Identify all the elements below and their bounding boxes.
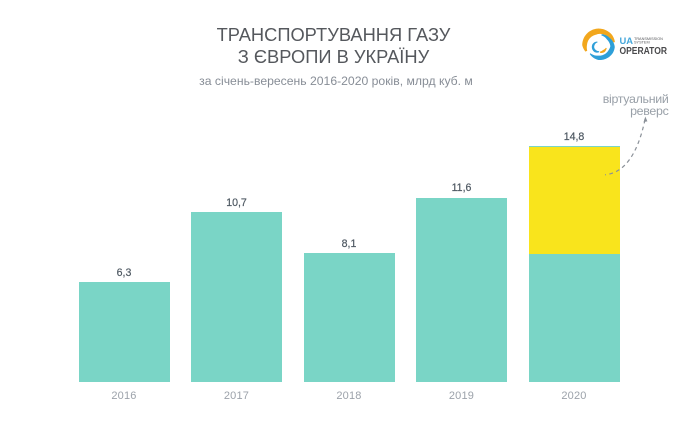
- svg-text:TRANSMISSION: TRANSMISSION: [634, 37, 663, 41]
- svg-text:UA: UA: [620, 35, 634, 46]
- svg-text:SYSTEM: SYSTEM: [634, 41, 650, 45]
- svg-text:OPERATOR: OPERATOR: [620, 46, 668, 57]
